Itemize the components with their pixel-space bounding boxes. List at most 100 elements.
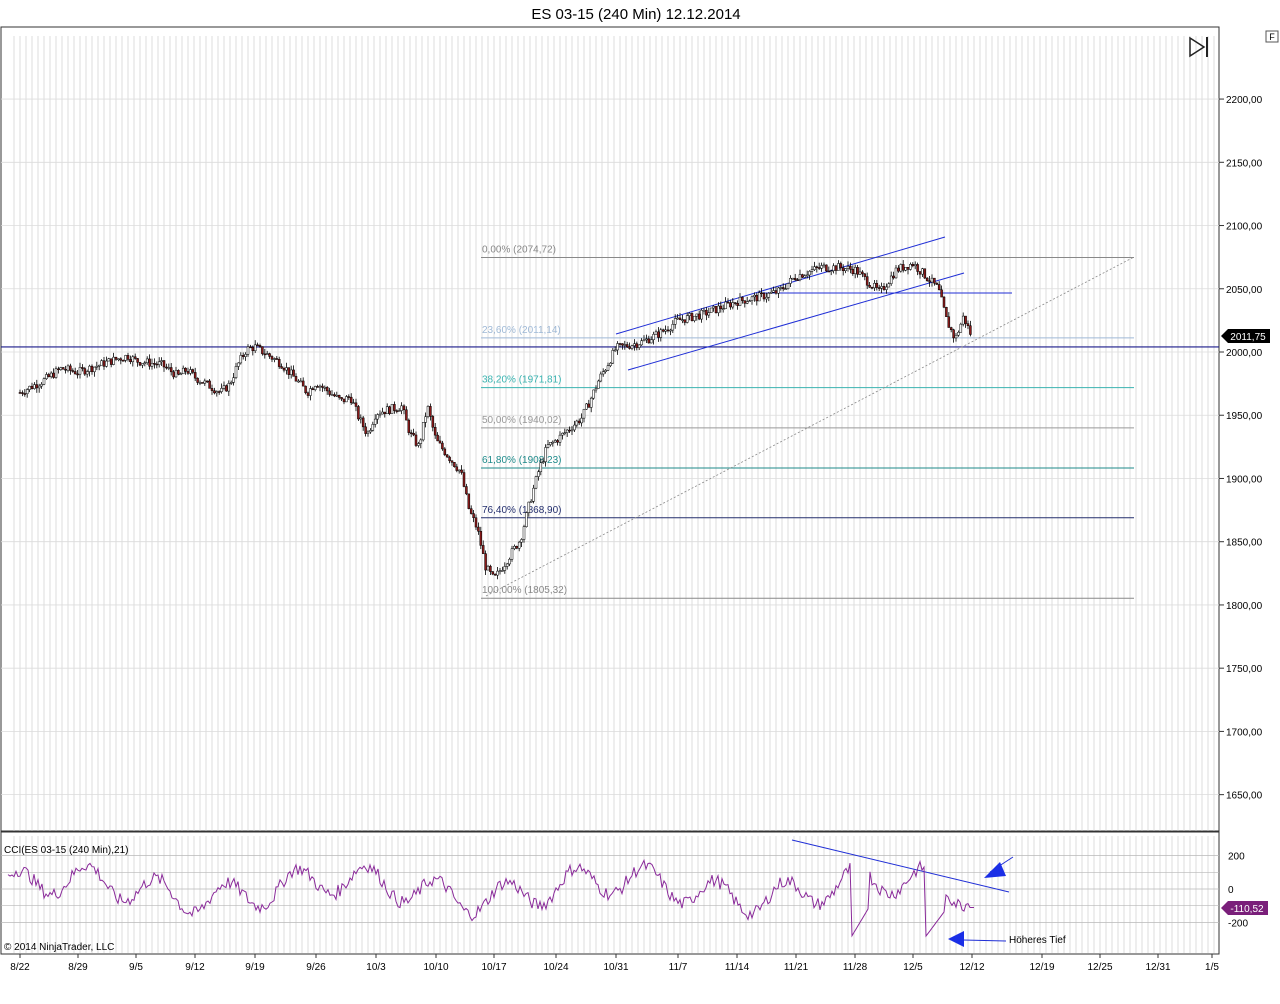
candle-body bbox=[40, 383, 43, 387]
candle-body bbox=[642, 339, 646, 342]
candle-body bbox=[551, 441, 555, 444]
candle-body bbox=[59, 367, 63, 370]
candle-body bbox=[503, 566, 507, 571]
candle-body bbox=[57, 368, 60, 371]
candle-body bbox=[513, 545, 516, 549]
candle-body bbox=[33, 384, 36, 389]
candle-body bbox=[817, 267, 821, 269]
candle-body bbox=[153, 363, 156, 365]
candle-body bbox=[261, 346, 264, 355]
candle-body bbox=[921, 268, 924, 275]
candle-body bbox=[364, 426, 367, 434]
candle-body bbox=[263, 353, 267, 356]
candle-body bbox=[126, 355, 130, 360]
candle-body bbox=[148, 358, 151, 367]
candle-body bbox=[841, 267, 845, 272]
candle-body bbox=[621, 343, 624, 346]
candle-body bbox=[258, 345, 262, 347]
time-tick-label: 10/24 bbox=[543, 962, 568, 973]
candle-body bbox=[109, 358, 113, 365]
candle-body bbox=[378, 413, 382, 416]
candle-body bbox=[493, 573, 497, 576]
candle-body bbox=[201, 382, 204, 384]
candle-body bbox=[349, 396, 353, 404]
candle-body bbox=[136, 358, 139, 363]
candle-body bbox=[203, 380, 207, 384]
svg-text:-110,52: -110,52 bbox=[1230, 904, 1264, 915]
candle-body bbox=[681, 319, 684, 321]
time-tick-label: 12/25 bbox=[1087, 962, 1112, 973]
candle-body bbox=[150, 363, 154, 367]
candle-body bbox=[839, 263, 843, 269]
candle-body bbox=[429, 406, 432, 417]
candle-body bbox=[321, 385, 324, 388]
candle-body bbox=[198, 382, 202, 384]
candle-body bbox=[885, 286, 888, 290]
candle-body bbox=[131, 356, 135, 363]
candle-body bbox=[304, 385, 307, 394]
candle-body bbox=[685, 315, 689, 323]
candle-body bbox=[369, 430, 372, 433]
candle-body bbox=[894, 267, 898, 279]
candle-body bbox=[181, 367, 185, 375]
candle-body bbox=[385, 406, 389, 415]
candle-body bbox=[801, 274, 804, 278]
candle-body bbox=[690, 313, 694, 321]
candle-body bbox=[630, 345, 634, 349]
price-tick-label: 1850,00 bbox=[1226, 538, 1263, 549]
candle-body bbox=[419, 439, 423, 444]
candle-body bbox=[227, 383, 231, 392]
candle-body bbox=[587, 403, 591, 408]
candle-body bbox=[217, 391, 221, 393]
candle-body bbox=[294, 376, 298, 382]
candle-body bbox=[613, 349, 617, 352]
candle-body bbox=[145, 358, 149, 363]
candle-body bbox=[354, 402, 358, 407]
candle-body bbox=[42, 378, 46, 385]
candle-body bbox=[160, 360, 163, 363]
candle-body bbox=[505, 563, 509, 567]
candle-body bbox=[481, 545, 485, 554]
candle-body bbox=[930, 277, 934, 283]
candle-body bbox=[791, 277, 795, 280]
candle-body bbox=[558, 434, 562, 443]
candle-body bbox=[726, 301, 730, 304]
candle-body bbox=[837, 263, 840, 271]
candle-body bbox=[702, 309, 706, 312]
skip-to-end-icon[interactable] bbox=[1189, 36, 1208, 58]
candle-body bbox=[179, 373, 183, 376]
candle-body bbox=[661, 329, 665, 332]
candle-body bbox=[347, 396, 351, 398]
candle-body bbox=[640, 340, 643, 346]
candle-body bbox=[721, 308, 725, 310]
candle-body bbox=[299, 380, 303, 383]
candle-body bbox=[412, 433, 415, 436]
candle-body bbox=[772, 290, 775, 293]
candle-body bbox=[669, 329, 672, 332]
candle-body bbox=[88, 365, 91, 372]
candle-body bbox=[455, 466, 459, 471]
fib-level-label: 0,00% (2074,72) bbox=[482, 245, 556, 256]
candle-body bbox=[654, 331, 658, 335]
candle-body bbox=[333, 394, 336, 397]
candle-body bbox=[460, 469, 463, 473]
candle-body bbox=[318, 385, 322, 388]
fibonacci-retracement[interactable]: 0,00% (2074,72) 23,60% (2011,14) 38,20% (1… bbox=[481, 245, 1134, 599]
candle-body bbox=[376, 414, 379, 420]
candle-body bbox=[273, 358, 276, 360]
candle-body bbox=[121, 360, 125, 362]
candle-body bbox=[213, 390, 216, 394]
candle-body bbox=[589, 397, 593, 408]
candle-body bbox=[390, 404, 394, 414]
candle-body bbox=[69, 365, 72, 371]
candle-body bbox=[306, 392, 310, 396]
candle-body bbox=[911, 264, 915, 267]
candle-body bbox=[618, 343, 622, 345]
candle-body bbox=[529, 501, 533, 503]
candle-body bbox=[695, 313, 699, 317]
candle-body bbox=[717, 305, 720, 314]
candle-body bbox=[777, 287, 780, 294]
panel-options-button[interactable]: F bbox=[1265, 30, 1279, 43]
candle-body bbox=[611, 350, 615, 364]
candle-body bbox=[635, 343, 639, 348]
